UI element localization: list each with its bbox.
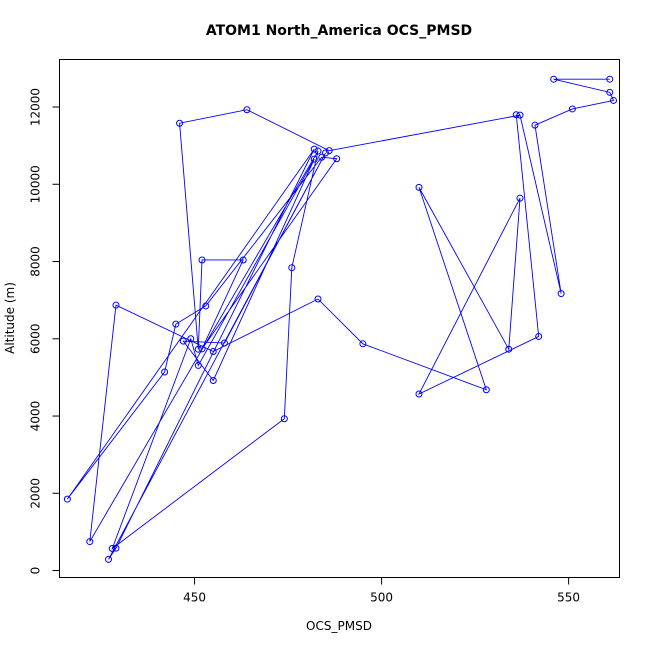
- y-tick-label: 4000: [29, 401, 43, 432]
- data-point: [288, 264, 296, 272]
- data-point: [63, 495, 71, 503]
- data-point: [209, 348, 217, 356]
- data-point: [550, 75, 558, 83]
- data-point: [112, 301, 120, 309]
- data-point: [557, 290, 565, 298]
- x-axis: 450 500 550: [183, 577, 580, 605]
- data-point: [505, 345, 513, 353]
- data-point: [105, 555, 113, 563]
- data-point: [202, 302, 210, 310]
- data-point: [108, 545, 116, 553]
- data-point: [610, 96, 618, 104]
- data-point: [198, 345, 206, 353]
- data-point: [310, 155, 318, 163]
- y-tick-label: 2000: [29, 478, 43, 509]
- data-point: [321, 149, 329, 157]
- x-tick-label: 450: [183, 591, 206, 605]
- y-tick-label: 6000: [29, 324, 43, 355]
- y-tick-label: 10000: [29, 165, 43, 203]
- data-point: [172, 320, 180, 328]
- data-point: [179, 337, 187, 345]
- data-point: [280, 415, 288, 423]
- data-point: [187, 335, 195, 343]
- data-point: [314, 147, 322, 155]
- x-axis-label: OCS_PMSD: [306, 619, 372, 633]
- y-tick-label: 12000: [29, 88, 43, 126]
- y-axis-label: Altitude (m): [3, 282, 17, 354]
- data-point: [512, 111, 520, 119]
- x-tick-label: 550: [557, 591, 580, 605]
- y-axis: 0 2000 4000 6000 8000 10000 12000: [29, 88, 60, 574]
- data-point: [86, 538, 94, 546]
- data-point: [112, 544, 120, 552]
- data-point: [415, 390, 423, 398]
- data-point: [318, 153, 326, 161]
- data-point: [314, 295, 322, 303]
- data-point: [606, 75, 614, 83]
- series-layer: [63, 75, 618, 563]
- data-point: [531, 121, 539, 129]
- data-point: [516, 111, 524, 119]
- data-point: [194, 361, 202, 369]
- data-point: [176, 119, 184, 127]
- data-point: [310, 145, 318, 153]
- data-point: [415, 183, 423, 191]
- data-point: [359, 340, 367, 348]
- data-point: [161, 368, 169, 376]
- data-point: [243, 106, 251, 114]
- data-point: [325, 147, 333, 155]
- data-point: [333, 155, 341, 163]
- data-point: [535, 332, 543, 340]
- y-tick-label: 8000: [29, 246, 43, 277]
- data-point: [220, 339, 228, 347]
- series-line: [66, 78, 615, 560]
- data-point: [209, 376, 217, 384]
- data-point: [482, 386, 490, 394]
- data-point: [194, 345, 202, 353]
- data-point: [606, 88, 614, 96]
- chart-title: ATOM1 North_America OCS_PMSD: [206, 23, 472, 39]
- data-point: [239, 256, 247, 264]
- x-tick-label: 500: [370, 591, 393, 605]
- data-point: [568, 105, 576, 113]
- y-tick-label: 0: [29, 567, 43, 575]
- data-point: [198, 256, 206, 264]
- data-point: [516, 194, 524, 202]
